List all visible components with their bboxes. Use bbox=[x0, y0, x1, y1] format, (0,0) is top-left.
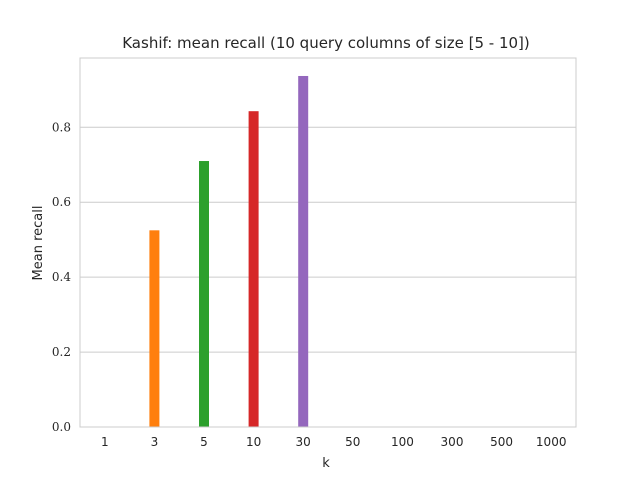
bar-k-5 bbox=[199, 161, 209, 427]
x-tick-label: 1000 bbox=[536, 435, 567, 449]
plot-area bbox=[80, 58, 576, 427]
bar-k-10 bbox=[248, 111, 259, 428]
y-tick-label: 0.4 bbox=[52, 270, 71, 284]
x-tick-label: 300 bbox=[441, 435, 464, 449]
x-tick-label: 10 bbox=[246, 435, 261, 449]
x-tick-label: 30 bbox=[296, 435, 311, 449]
y-tick-labels: 0.0 0.2 0.4 0.6 0.8 bbox=[52, 120, 71, 434]
x-tick-label: 100 bbox=[391, 435, 414, 449]
y-tick-label: 0.2 bbox=[52, 345, 71, 359]
x-tick-label: 3 bbox=[151, 435, 159, 449]
x-tick-label: 1 bbox=[101, 435, 109, 449]
y-tick-label: 0.8 bbox=[52, 120, 71, 134]
x-tick-label: 50 bbox=[345, 435, 360, 449]
bar-k-30 bbox=[298, 75, 309, 428]
chart-title: Kashif: mean recall (10 query columns of… bbox=[122, 34, 530, 52]
bars bbox=[149, 75, 309, 428]
y-tick-label: 0.0 bbox=[52, 420, 71, 434]
y-tick-label: 0.6 bbox=[52, 195, 71, 209]
plot-frame bbox=[79, 57, 577, 428]
bar-k-3 bbox=[149, 230, 160, 427]
x-tick-label: 500 bbox=[490, 435, 513, 449]
x-tick-label: 5 bbox=[200, 435, 208, 449]
x-tick-labels: 1 3 5 10 30 50 100 300 500 1000 bbox=[101, 435, 566, 449]
y-axis-label: Mean recall bbox=[31, 206, 46, 281]
x-axis-label: k bbox=[322, 456, 330, 471]
